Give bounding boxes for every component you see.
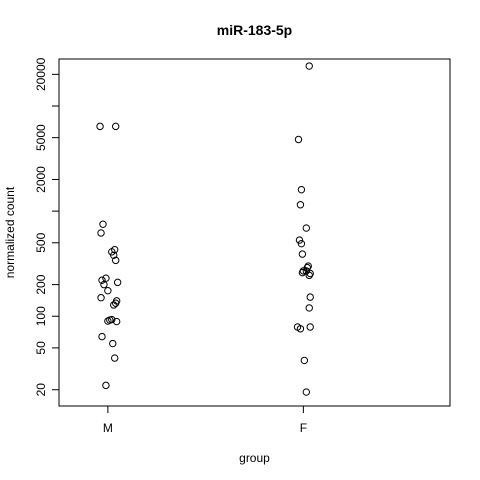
data-point-F [305,62,313,70]
data-point-F [302,388,311,396]
data-points [96,62,314,396]
data-point-F [298,250,307,258]
data-point-F [305,304,313,312]
x-tick-label: M [103,421,113,435]
data-point-F [296,201,305,209]
data-point-F [300,356,309,365]
data-point-M [100,280,108,289]
y-tick-label: 20000 [34,57,48,91]
y-axis-label: normalized count [3,186,17,278]
data-point-M [108,315,116,324]
data-point-M [98,276,106,284]
data-point-M [111,256,120,265]
x-axis-label: group [239,451,270,465]
y-tick-label: 100 [34,306,48,326]
data-point-F [297,185,306,194]
data-point-M [97,294,105,302]
data-point-F [295,236,304,244]
y-tick-label: 2000 [34,166,48,193]
data-point-F [306,323,314,331]
data-point-F [294,135,303,144]
data-point-M [102,274,110,282]
data-point-M [102,381,110,390]
data-point-M [112,317,121,326]
data-point-F [298,268,307,277]
data-point-M [97,229,105,237]
data-point-F [302,267,311,275]
data-point-M [110,301,118,309]
data-point-F [302,224,311,232]
data-point-M [99,220,107,228]
data-point-M [111,122,120,131]
data-point-M [110,251,118,259]
data-point-F [304,262,312,270]
data-point-M [104,317,112,325]
chart-title: miR-183-5p [217,22,292,38]
y-tick-label: 200 [34,274,48,294]
data-point-F [296,325,305,333]
data-point-M [96,122,104,131]
y-axis: 20 50 100 200 500 2000 5000 20000 [34,57,60,397]
data-point-F [299,267,308,275]
data-point-M [111,299,120,307]
data-point-M [98,332,106,341]
y-tick-label: 50 [34,341,48,355]
data-point-M [113,278,122,287]
data-point-F [297,239,306,248]
data-point-M [109,339,117,348]
data-point-M [111,354,119,362]
y-tick-label: 5000 [34,124,48,151]
data-point-M [104,286,112,295]
x-tick-label: F [300,421,307,435]
data-point-F [306,293,314,301]
y-tick-label: 500 [34,232,48,252]
y-tick-label: 20 [34,383,48,397]
